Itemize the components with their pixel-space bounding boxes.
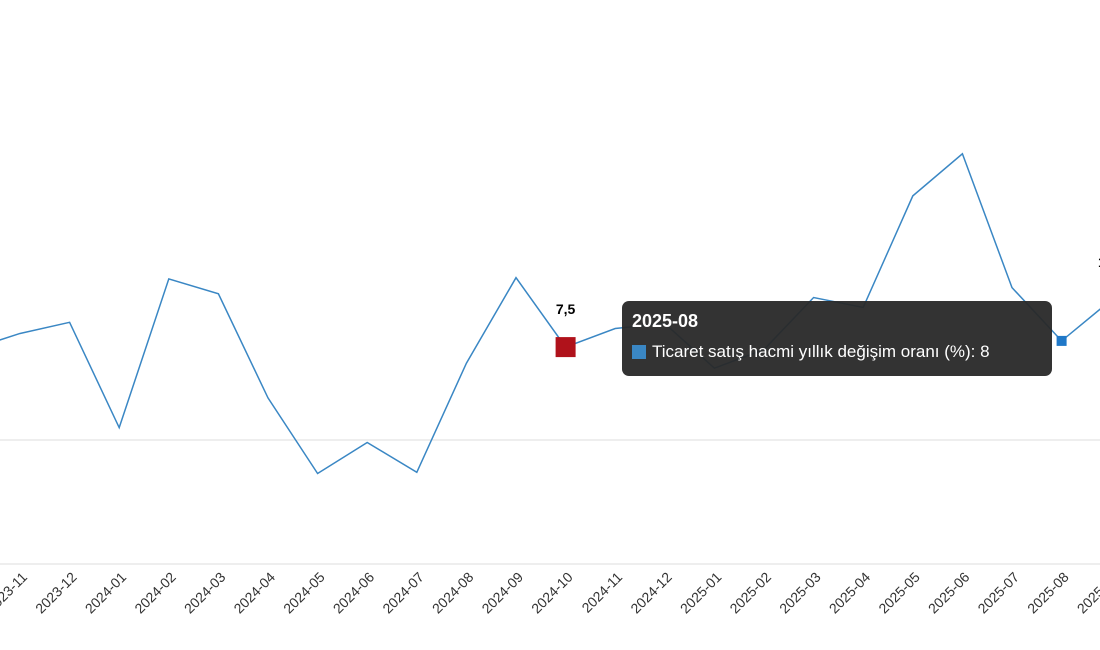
x-tick-label: 2025-01: [677, 569, 725, 617]
x-tick-label: 2024-04: [230, 569, 278, 617]
tooltip-swatch: [632, 345, 646, 359]
hover-marker: [1056, 335, 1067, 346]
series-line: [0, 152, 1100, 475]
data-label: 7,5: [556, 301, 576, 317]
x-tick-label: 2025-05: [875, 569, 923, 617]
x-tick-label: 2024-02: [131, 569, 179, 617]
tooltip-title: 2025-08: [632, 311, 699, 331]
x-tick-label: 2024-08: [429, 569, 477, 617]
x-tick-label: 2024-06: [330, 569, 378, 617]
x-tick-label: 2024-12: [627, 569, 675, 617]
x-tick-label: 2024-03: [181, 569, 229, 617]
x-tick-label: 2025-08: [1024, 569, 1072, 617]
x-tick-label: 2023-12: [32, 569, 80, 617]
highlight-marker: [555, 337, 576, 358]
x-tick-label: 2023-11: [0, 569, 30, 616]
x-tick-label: 2025-03: [776, 569, 824, 617]
x-tick-label: 2025-04: [826, 569, 874, 617]
x-tick-label: 2025-06: [925, 569, 973, 617]
x-tick-label: 2025-02: [726, 569, 774, 617]
x-tick-label: 2024-01: [82, 569, 130, 617]
tooltip-text: Ticaret satış hacmi yıllık değişim oranı…: [652, 342, 990, 361]
tooltip: 2025-08 Ticaret satış hacmi yıllık değiş…: [622, 301, 1052, 376]
x-tick-label: 2024-11: [578, 569, 625, 616]
x-tick-label: 2024-10: [528, 569, 576, 617]
x-tick-label: 2024-09: [478, 569, 526, 617]
tooltip-row: Ticaret satış hacmi yıllık değişim oranı…: [632, 342, 1042, 362]
data-label: 11,3: [1098, 254, 1100, 270]
x-tick-label: 2025-09: [1074, 569, 1100, 617]
x-tick-label: 2024-07: [379, 569, 427, 617]
x-tick-label: 2024-05: [280, 569, 328, 617]
x-tick-label: 2025-07: [974, 569, 1022, 617]
